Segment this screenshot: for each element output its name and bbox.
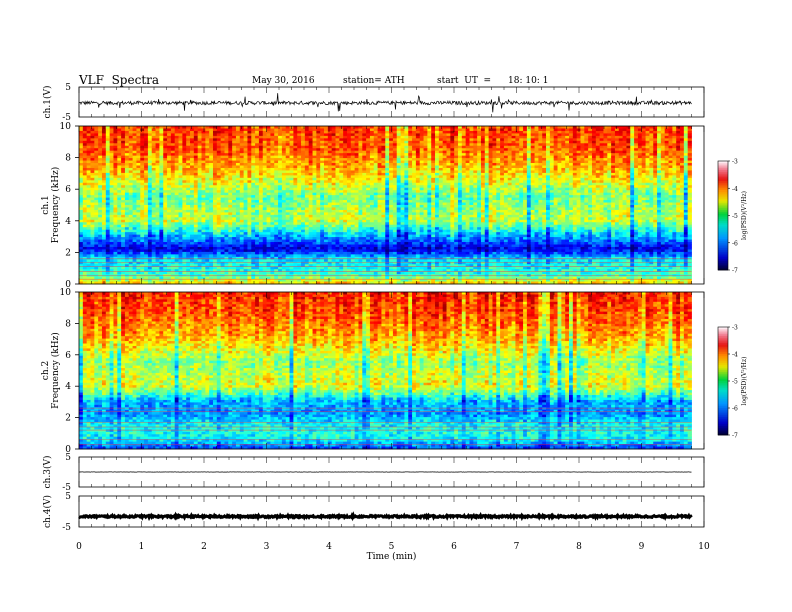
y-tick-label: -5 [62, 113, 71, 123]
x-tick-label: 8 [576, 542, 582, 552]
y-axis-label: ch.1(V) [42, 86, 53, 119]
figure-title: VLF Spectra [79, 73, 159, 87]
date-label: May 30, 2016 [252, 76, 315, 86]
x-tick-label: 1 [139, 542, 145, 552]
x-axis-label: Time (min) [367, 551, 417, 562]
y-axis-label: Frequency (kHz) [50, 332, 61, 409]
x-tick-label: 10 [698, 542, 710, 552]
x-tick-label: 7 [514, 542, 520, 552]
y-tick-label: -5 [62, 523, 71, 533]
colorbar-tick-label: -6 [732, 406, 738, 413]
y-tick-label: 6 [65, 185, 71, 195]
start-ut-label: start UT = [437, 76, 491, 86]
colorbar-tick-label: -7 [732, 268, 738, 275]
y-axis-label: ch.4(V) [42, 495, 53, 528]
y-tick-label: 0 [65, 445, 71, 455]
y-axis-label: ch.3(V) [42, 456, 53, 489]
x-tick-label: 6 [451, 542, 457, 552]
y-tick-label: 6 [65, 351, 71, 361]
colorbar-tick-label: -3 [732, 325, 738, 332]
y-tick-label: 4 [65, 382, 71, 392]
y-tick-label: 10 [60, 288, 72, 298]
y-axis-label: Frequency (kHz) [50, 167, 61, 244]
y-axis-channel-label: ch.1 [41, 195, 51, 214]
x-tick-label: 9 [639, 542, 645, 552]
spectrogram-ch2 [79, 292, 692, 450]
colorbar-tick-label: -5 [732, 379, 738, 386]
ch1-waveform-trace [78, 93, 692, 113]
colorbar-label: log(PSD)(V²/Hz) [741, 191, 748, 240]
x-tick-label: 4 [326, 542, 332, 552]
y-tick-label: 5 [65, 453, 71, 463]
colorbar-label: log(PSD)(V²/Hz) [741, 357, 748, 406]
ch4-waveform-trace [78, 511, 693, 522]
x-tick-label: 3 [264, 542, 270, 552]
colorbar-tick-label: -6 [732, 240, 738, 247]
y-tick-label: 2 [65, 248, 71, 258]
colorbar-tick-label: -4 [732, 352, 738, 359]
start-ut-value: 18: 10: 1 [508, 76, 548, 86]
colorbar [718, 327, 728, 436]
x-tick-label: 2 [201, 542, 207, 552]
colorbar-tick-label: -5 [732, 213, 738, 220]
x-tick-label: 5 [389, 542, 395, 552]
colorbar-tick-label: -7 [732, 433, 738, 440]
y-tick-label: 8 [65, 319, 71, 329]
colorbar-tick-label: -3 [732, 159, 738, 166]
y-tick-label: 5 [65, 83, 71, 93]
colorbar [718, 161, 728, 271]
y-tick-label: 5 [65, 492, 71, 502]
y-tick-label: 0 [65, 280, 71, 290]
y-tick-label: 10 [60, 122, 72, 132]
y-axis-channel-label: ch.2 [41, 361, 51, 380]
spectrogram-ch1 [79, 126, 692, 285]
y-tick-label: 4 [65, 217, 71, 227]
station-label: station= ATH [343, 76, 405, 86]
colorbar-tick-label: -4 [732, 186, 738, 193]
x-tick-label: 0 [76, 542, 82, 552]
y-tick-label: -5 [62, 483, 71, 493]
y-tick-label: 8 [65, 154, 71, 164]
y-tick-label: 2 [65, 414, 71, 424]
